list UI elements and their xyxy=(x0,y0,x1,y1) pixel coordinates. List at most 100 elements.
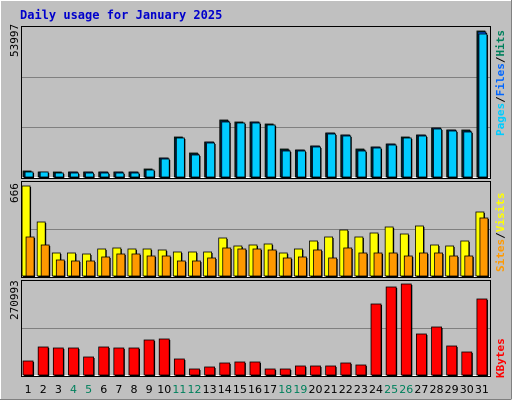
pages-bar xyxy=(418,135,427,178)
middle-max-label: 666 xyxy=(8,183,21,203)
pages-bar xyxy=(24,171,34,178)
sites-bar xyxy=(192,260,201,277)
top-max-label: 53997 xyxy=(8,23,21,57)
sites-bar xyxy=(101,256,111,277)
pages-bar xyxy=(463,131,473,178)
pages-bar xyxy=(39,171,49,178)
pages-bar xyxy=(145,169,155,178)
day-label: 31 xyxy=(475,383,489,396)
day-label: 17 xyxy=(263,383,277,396)
pages-bar xyxy=(433,128,442,178)
day-label: 30 xyxy=(460,383,474,396)
kbytes-bar xyxy=(158,338,170,376)
legend-visits: Visits xyxy=(494,192,507,233)
pages-bar xyxy=(160,158,170,178)
kbytes-bar xyxy=(446,345,458,376)
pages-bar xyxy=(130,172,140,178)
kbytes-bar xyxy=(431,326,442,376)
day-label: 19 xyxy=(293,383,307,396)
day-label: 9 xyxy=(146,383,153,396)
sites-bar xyxy=(328,257,338,277)
pages-bar xyxy=(54,172,64,178)
kbytes-bar xyxy=(128,347,140,376)
sites-bar xyxy=(237,248,247,277)
kbytes-bar xyxy=(219,362,231,376)
pages-bar xyxy=(191,154,200,178)
legend-pages: Pages xyxy=(494,102,507,136)
sites-bar xyxy=(479,217,489,277)
sites-bar xyxy=(313,249,322,277)
sites-bar xyxy=(146,255,156,277)
sites-bar xyxy=(25,236,35,277)
legend-hits: Hits xyxy=(494,30,507,57)
day-label: 18 xyxy=(278,383,292,396)
day-label: 14 xyxy=(218,383,232,396)
sites-bar xyxy=(403,255,413,277)
kbytes-bar xyxy=(340,362,352,376)
sites-bar xyxy=(388,252,398,277)
day-label: 26 xyxy=(399,383,413,396)
day-label: 12 xyxy=(187,383,201,396)
sites-bar xyxy=(464,255,474,277)
kbytes-bar xyxy=(355,364,367,376)
pages-bar xyxy=(372,147,382,178)
pages-bar xyxy=(342,135,352,178)
day-label: 1 xyxy=(25,383,32,396)
pages-bar xyxy=(85,172,94,178)
pages-bar xyxy=(327,133,337,178)
pages-bar xyxy=(266,124,276,178)
day-label: 29 xyxy=(445,383,459,396)
kbytes-bar xyxy=(204,366,216,376)
day-label: 7 xyxy=(115,383,122,396)
sites-bar xyxy=(343,247,353,277)
kbytes-bar xyxy=(385,286,397,376)
kbytes-bar xyxy=(370,303,382,376)
kbytes-bar xyxy=(279,368,291,376)
day-label: 6 xyxy=(100,383,107,396)
bottom-max-label: 270993 xyxy=(8,280,21,320)
kbytes-bar xyxy=(173,358,185,376)
chart-title: Daily usage for January 2025 xyxy=(20,8,223,22)
kbytes-bar xyxy=(476,298,488,376)
sites-bar xyxy=(282,257,292,277)
sites-bar xyxy=(449,255,459,277)
sites-bar xyxy=(373,252,383,277)
sites-bar xyxy=(419,252,428,277)
sites-bar xyxy=(252,248,262,277)
kbytes-bar xyxy=(68,347,79,376)
sites-bar xyxy=(207,257,217,277)
day-label: 21 xyxy=(324,383,338,396)
sites-bar xyxy=(116,253,126,277)
kbytes-bar xyxy=(294,365,306,376)
day-label: 13 xyxy=(203,383,217,396)
kbytes-bar xyxy=(416,333,427,376)
sites-bar xyxy=(86,260,95,277)
day-label: 23 xyxy=(354,383,368,396)
pages-bar xyxy=(175,137,185,178)
day-label: 15 xyxy=(233,383,247,396)
legend-kbytes: KBytes xyxy=(494,338,507,378)
day-label: 2 xyxy=(40,383,47,396)
day-label: 16 xyxy=(248,383,262,396)
sites-bar xyxy=(176,260,186,277)
kbytes-bar xyxy=(52,347,64,376)
kbytes-bar xyxy=(98,346,110,376)
day-label: 24 xyxy=(369,383,383,396)
day-label: 22 xyxy=(339,383,353,396)
kbytes-bar xyxy=(22,360,34,376)
pages-bar xyxy=(478,33,488,178)
middle-legend: Sites/Visits xyxy=(494,192,507,273)
day-label: 5 xyxy=(85,383,92,396)
pages-bar xyxy=(402,137,412,178)
pages-bar xyxy=(70,172,79,178)
kbytes-bar xyxy=(37,346,49,376)
kbytes-bar xyxy=(113,347,125,376)
sites-bar xyxy=(222,247,232,277)
pages-bar xyxy=(387,144,397,178)
kbytes-bar xyxy=(325,365,337,376)
pages-bar xyxy=(236,122,246,178)
bottom-legend: KBytes xyxy=(494,338,507,378)
day-label: 4 xyxy=(70,383,77,396)
kbytes-bar xyxy=(189,368,200,376)
